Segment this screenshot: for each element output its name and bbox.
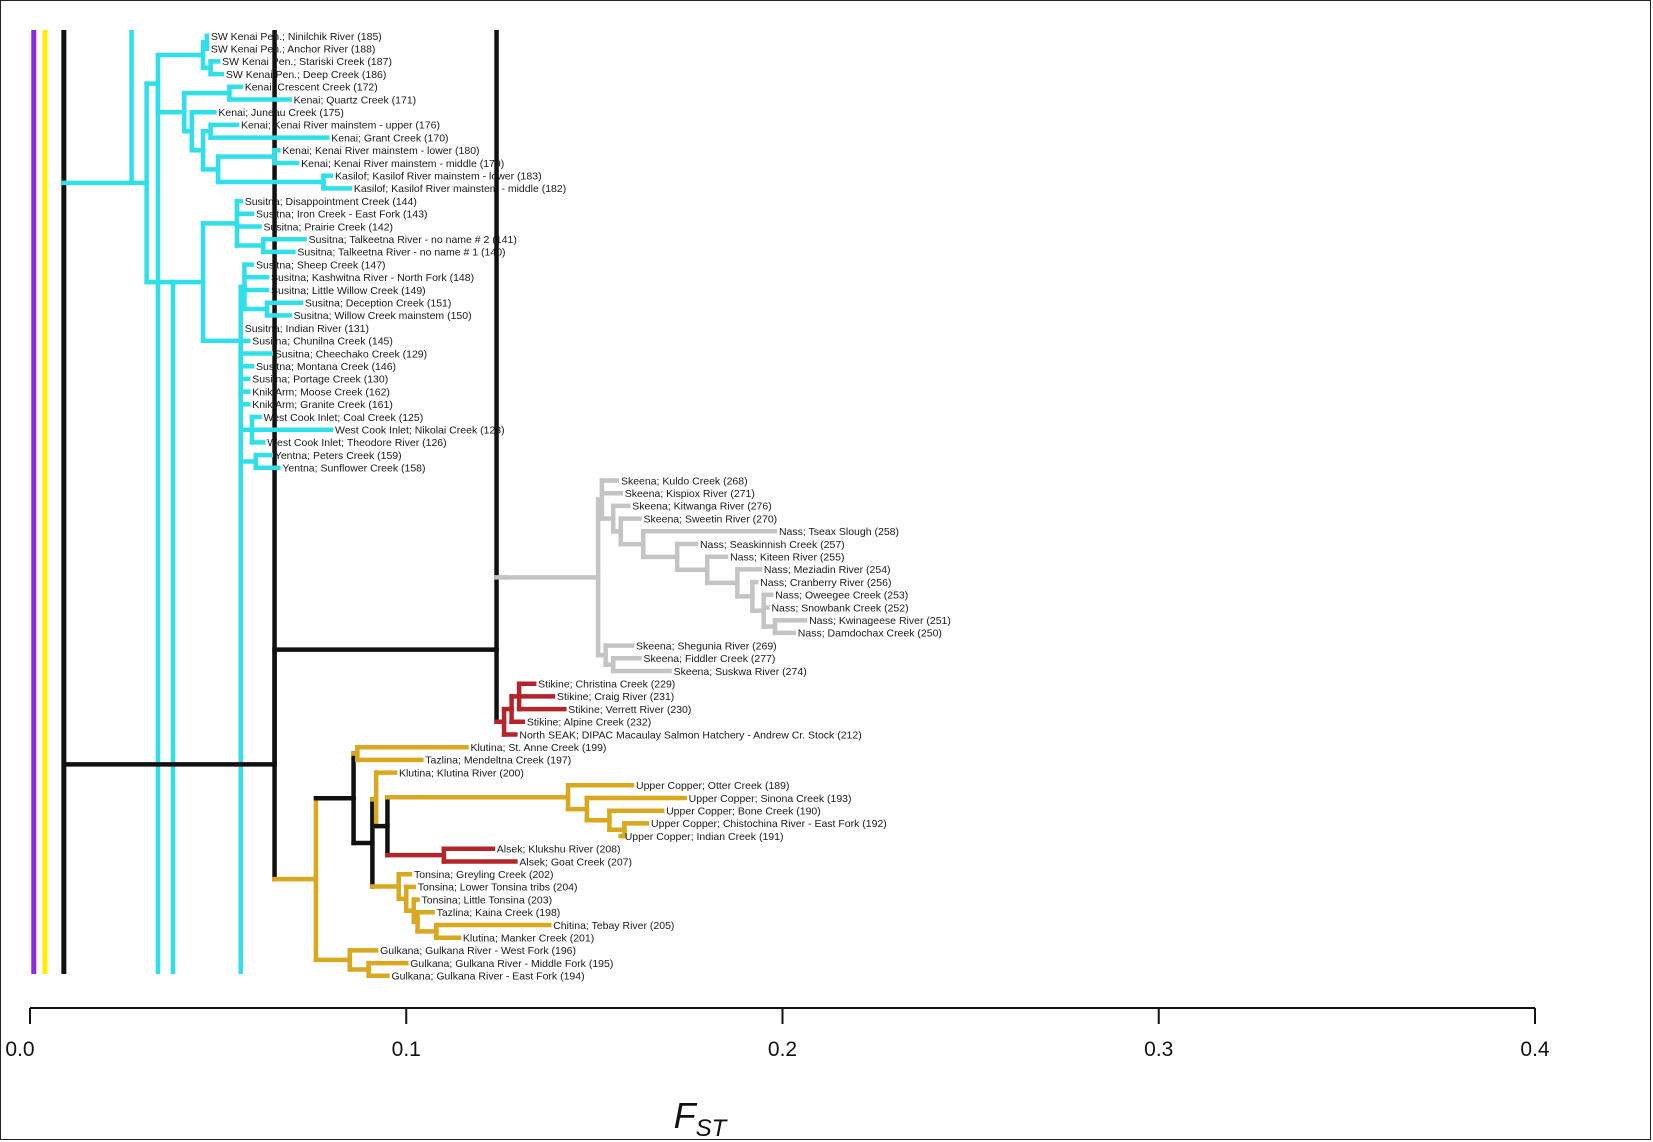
- leaf-label: Susitna; Willow Creek mainstem (150): [294, 310, 472, 322]
- leaf-label: West Cook Inlet; Nikolai Creek (123): [335, 425, 505, 437]
- leaf-label: Kasilof; Kasilof River mainstem - middle…: [354, 183, 566, 195]
- leaf-label: Skeena; Sweetin River (270): [644, 513, 778, 525]
- leaf-label: Skeena; Suskwa River (274): [674, 666, 807, 678]
- leaf-label: Nass; Snowbank Creek (252): [771, 602, 908, 614]
- leaf-label: Tonsina; Greyling Creek (202): [414, 869, 553, 881]
- leaf-label: SW Kenai Pen.; Deep Creek (186): [226, 69, 387, 81]
- leaf-label: Nass; Seaskinnish Creek (257): [700, 539, 845, 551]
- x-tick-label: 0.4: [1520, 1038, 1550, 1061]
- leaf-label: Kenai; Crescent Creek (172): [245, 82, 378, 94]
- leaf-label: Tazlina; Kaina Creek (198): [437, 907, 561, 919]
- leaf-label: Skeena; Kispiox River (271): [625, 488, 755, 500]
- x-tick-label: 0.1: [392, 1038, 421, 1061]
- leaf-label: Upper Copper; Bone Creek (190): [666, 806, 821, 818]
- leaf-label: Stikine; Christina Creek (229): [538, 679, 675, 691]
- leaf-label: Yentna; Sunflower Creek (158): [282, 463, 425, 475]
- leaf-label: West Cook Inlet; Coal Creek (125): [264, 412, 424, 424]
- x-axis-title-subscript: ST: [696, 1115, 729, 1142]
- leaf-label: Chitina; Tebay River (205): [553, 920, 674, 932]
- leaf-label: Nass; Tseax Slough (258): [779, 526, 899, 538]
- leaf-label: Susitna; Prairie Creek (142): [264, 221, 394, 233]
- leaf-label: Tonsina; Little Tonsina (203): [422, 894, 553, 906]
- leaf-label: Upper Copper; Chistochina River - East F…: [651, 818, 887, 830]
- leaf-label: Kenai; Kenai River mainstem - middle (17…: [301, 158, 504, 170]
- leaf-label: Skeena; Kitwanga River (276): [632, 501, 772, 513]
- leaf-label: Kenai; Grant Creek (170): [331, 132, 448, 144]
- leaf-label: Nass; Cranberry River (256): [760, 577, 891, 589]
- leaf-label: Susitna; Portage Creek (130): [252, 374, 388, 386]
- leaf-label: Susitna; Kashwitna River - North Fork (1…: [271, 272, 474, 284]
- leaf-label: Kasilof; Kasilof River mainstem - lower …: [335, 171, 542, 183]
- leaf-label: Stikine; Verrett River (230): [568, 704, 691, 716]
- leaf-label: SW Kenai Pen.; Anchor River (188): [211, 44, 376, 56]
- leaf-label: Alsek; Klukshu River (208): [497, 844, 621, 856]
- leaf-label: Klutina; Klutina River (200): [399, 767, 524, 779]
- leaf-label: Susitna; Cheechako Creek (129): [275, 348, 427, 360]
- leaf-label: Kenai; Kenai River mainstem - upper (176…: [241, 120, 440, 132]
- leaf-label: Gulkana; Gulkana River - West Fork (196): [380, 945, 576, 957]
- leaf-label: North SEAK; DIPAC Macaulay Salmon Hatche…: [519, 729, 861, 741]
- leaf-label: Upper Copper; Indian Creek (191): [625, 831, 784, 843]
- leaf-label: Stikine; Craig River (231): [557, 691, 674, 703]
- leaf-label: Susitna; Iron Creek - East Fork (143): [256, 209, 428, 221]
- leaf-label: Gulkana; Gulkana River - Middle Fork (19…: [410, 958, 613, 970]
- leaf-label: Yentna; Peters Creek (159): [275, 450, 402, 462]
- leaf-label: West Cook Inlet; Theodore River (126): [267, 437, 446, 449]
- leaf-label: SW Kenai Pen.; Ninilchik River (185): [211, 31, 382, 43]
- leaf-label: Susitna; Montana Creek (146): [256, 361, 396, 373]
- leaf-label: Klutina; St. Anne Creek (199): [470, 742, 606, 754]
- leaf-label: SW Kenai Pen.; Stariski Creek (187): [222, 56, 392, 68]
- leaf-label: Kenai; Kenai River mainstem - lower (180…: [282, 145, 479, 157]
- x-tick-label: 0.0: [5, 1038, 34, 1061]
- leaf-label: Nass; Kiteen River (255): [730, 552, 844, 564]
- leaf-label: Tonsina; Lower Tonsina tribs (204): [418, 882, 578, 894]
- x-axis-title-main: F: [674, 1095, 698, 1136]
- branch-layer: [31, 30, 808, 979]
- leaf-label: Skeena; Shegunia River (269): [636, 640, 777, 652]
- leaf-label: Nass; Meziadin River (254): [764, 564, 891, 576]
- x-tick-label: 0.2: [768, 1038, 797, 1061]
- leaf-label: Upper Copper; Otter Creek (189): [636, 780, 789, 792]
- leaf-label: Susitna; Indian River (131): [245, 323, 369, 335]
- leaf-label: Knik Arm; Granite Creek (161): [252, 399, 393, 411]
- leaf-label: Susitna; Disappointment Creek (144): [245, 196, 417, 208]
- x-axis-ticks: 0.0 0.1 0.2 0.3 0.4: [5, 1008, 1550, 1061]
- leaf-label: Susitna; Deception Creek (151): [305, 298, 452, 310]
- leaf-label: Nass; Damdochax Creek (250): [798, 628, 942, 640]
- leaf-label: Stikine; Alpine Creek (232): [527, 717, 651, 729]
- leaf-label: Nass; Oweegee Creek (253): [775, 590, 908, 602]
- leaf-label: Skeena; Kuldo Creek (268): [621, 475, 748, 487]
- leaf-label: Nass; Kwinageese River (251): [809, 615, 951, 627]
- leaf-label: Susitna; Sheep Creek (147): [256, 259, 386, 271]
- leaf-label: Susitna; Talkeetna River - no name # 2 (…: [309, 234, 517, 246]
- leaf-label: Alsek; Goat Creek (207): [519, 856, 632, 868]
- leaf-label: Kenai; Juneau Creek (175): [218, 107, 343, 119]
- leaf-label: Gulkana; Gulkana River - East Fork (194): [391, 971, 584, 983]
- leaf-label: Skeena; Fiddler Creek (277): [644, 653, 776, 665]
- leaf-label: Susitna; Talkeetna River - no name # 1 (…: [297, 247, 505, 259]
- x-axis: 0.0 0.1 0.2 0.3 0.4 FST: [5, 1007, 1550, 1142]
- leaf-label: Tazlina; Mendeltna Creek (197): [425, 755, 571, 767]
- leaf-label: Knik Arm; Moose Creek (162): [252, 386, 390, 398]
- leaf-label: Susitna; Chunilna Creek (145): [252, 336, 393, 348]
- leaf-label: Susitna; Little Willow Creek (149): [271, 285, 426, 297]
- x-axis-title: FST: [674, 1095, 729, 1142]
- x-tick-label: 0.3: [1144, 1038, 1173, 1061]
- leaf-label: Kenai; Quartz Creek (171): [294, 94, 417, 106]
- leaf-label-layer: SW Kenai Pen.; Ninilchik River (185)SW K…: [211, 31, 951, 983]
- leaf-label: Upper Copper; Sinona Creek (193): [689, 793, 852, 805]
- leaf-label: Klutina; Manker Creek (201): [463, 933, 594, 945]
